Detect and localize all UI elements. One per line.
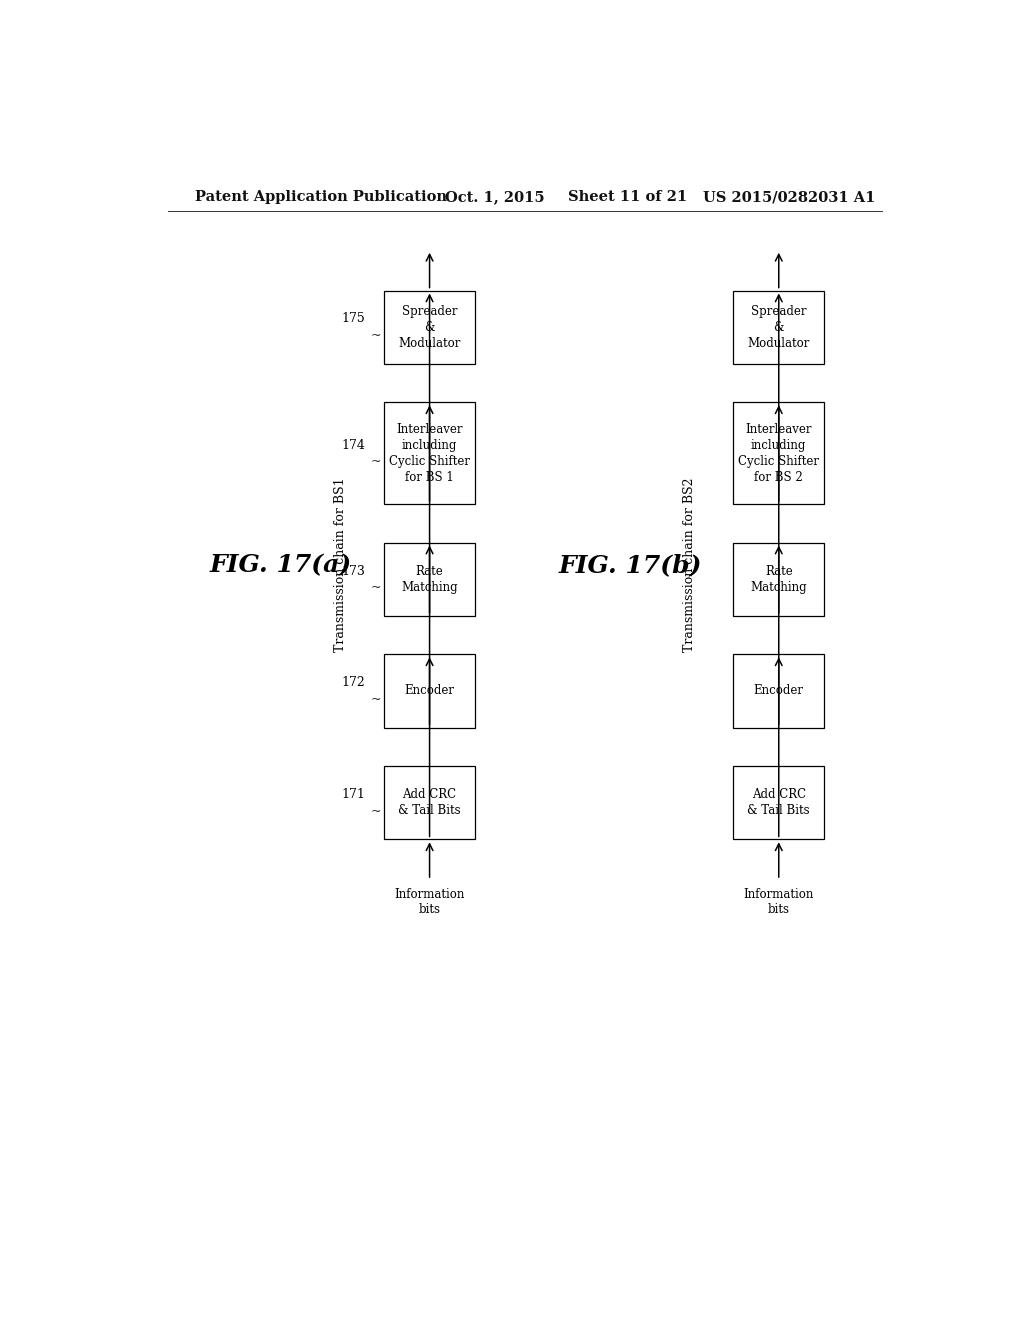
FancyBboxPatch shape <box>733 290 824 364</box>
Text: Add CRC
& Tail Bits: Add CRC & Tail Bits <box>748 788 810 817</box>
Text: ~: ~ <box>371 455 381 469</box>
Text: Encoder: Encoder <box>754 685 804 697</box>
Text: Spreader
&
Modulator: Spreader & Modulator <box>748 305 810 350</box>
FancyBboxPatch shape <box>384 655 475 727</box>
Text: Interleaver
including
Cyclic Shifter
for BS 2: Interleaver including Cyclic Shifter for… <box>738 422 819 483</box>
Text: Rate
Matching: Rate Matching <box>401 565 458 594</box>
FancyBboxPatch shape <box>733 766 824 840</box>
FancyBboxPatch shape <box>384 290 475 364</box>
Text: 172: 172 <box>342 676 366 689</box>
Text: Spreader
&
Modulator: Spreader & Modulator <box>398 305 461 350</box>
Text: Add CRC
& Tail Bits: Add CRC & Tail Bits <box>398 788 461 817</box>
Text: ~: ~ <box>371 329 381 342</box>
Text: Patent Application Publication: Patent Application Publication <box>196 190 447 205</box>
Text: Sheet 11 of 21: Sheet 11 of 21 <box>568 190 688 205</box>
FancyBboxPatch shape <box>733 655 824 727</box>
FancyBboxPatch shape <box>384 403 475 504</box>
Text: Oct. 1, 2015: Oct. 1, 2015 <box>445 190 545 205</box>
Text: Interleaver
including
Cyclic Shifter
for BS 1: Interleaver including Cyclic Shifter for… <box>389 422 470 483</box>
Text: FIG. 17(b): FIG. 17(b) <box>558 553 701 577</box>
Text: 174: 174 <box>342 438 366 451</box>
Text: Information
bits: Information bits <box>743 888 814 916</box>
Text: US 2015/0282031 A1: US 2015/0282031 A1 <box>703 190 876 205</box>
Text: ~: ~ <box>371 805 381 818</box>
Text: FIG. 17(a): FIG. 17(a) <box>210 553 352 577</box>
FancyBboxPatch shape <box>384 766 475 840</box>
Text: Encoder: Encoder <box>404 685 455 697</box>
Text: Rate
Matching: Rate Matching <box>751 565 807 594</box>
Text: 173: 173 <box>342 565 366 578</box>
Text: 175: 175 <box>342 313 366 326</box>
Text: ~: ~ <box>371 693 381 706</box>
Text: ~: ~ <box>371 581 381 594</box>
FancyBboxPatch shape <box>733 543 824 615</box>
Text: Transmission chain for BS1: Transmission chain for BS1 <box>334 478 347 652</box>
Text: 171: 171 <box>342 788 366 801</box>
FancyBboxPatch shape <box>384 543 475 615</box>
Text: Transmission chain for BS2: Transmission chain for BS2 <box>683 478 696 652</box>
Text: Information
bits: Information bits <box>394 888 465 916</box>
FancyBboxPatch shape <box>733 403 824 504</box>
